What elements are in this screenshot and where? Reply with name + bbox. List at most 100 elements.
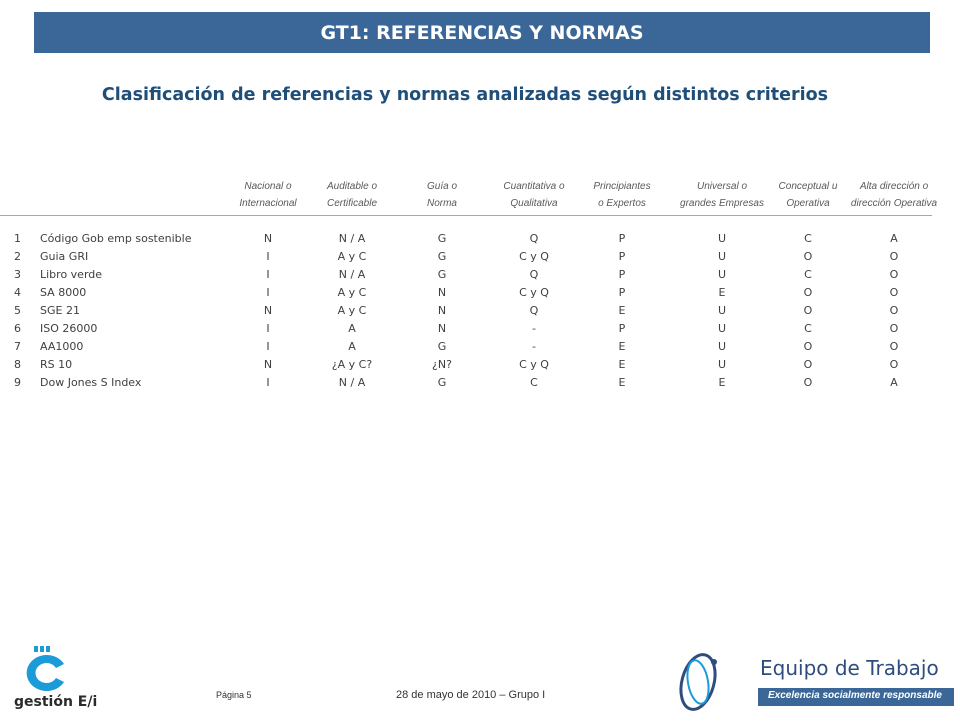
table-cell: U — [717, 340, 727, 353]
row-number: 4 — [14, 286, 21, 299]
column-header-line: Conceptual u — [778, 181, 838, 192]
row-name: AA1000 — [40, 340, 84, 353]
table-cell: N / A — [338, 232, 366, 245]
column-header: Principiantes o Expertos — [574, 178, 670, 212]
column-header-line: Norma — [426, 198, 457, 209]
column-header-line: Guía o — [426, 181, 458, 192]
table-cell: ¿A y C? — [331, 358, 373, 371]
table-cell: E — [618, 376, 626, 389]
table-cell: U — [717, 250, 727, 263]
column-header: Auditable o Certificable — [304, 178, 400, 212]
table-cell: N — [437, 304, 447, 317]
table-cell: - — [532, 340, 536, 353]
table-cell: ¿N? — [432, 358, 452, 371]
column-header: Cuantitativa o Qualitativa — [486, 178, 582, 212]
row-name: Código Gob emp sostenible — [40, 232, 192, 245]
page-title: GT1: REFERENCIAS Y NORMAS — [320, 21, 644, 44]
table-cell: O — [889, 304, 899, 317]
table-cell: E — [718, 286, 726, 299]
table-cell: G — [437, 232, 447, 245]
column-header-line: Principiantes — [593, 181, 651, 192]
table-cell: C — [804, 268, 812, 281]
table-cell: E — [618, 304, 626, 317]
row-number: 5 — [14, 304, 21, 317]
table-row: 1 Código Gob emp sostenible N N / A G Q P U C A — [10, 230, 942, 248]
table-cell: N — [263, 304, 273, 317]
table-cell: U — [717, 358, 727, 371]
table-cell: N / A — [338, 268, 366, 281]
equipo-swirl-icon — [679, 653, 717, 711]
table-cell: N — [263, 232, 273, 245]
table-row: 8 RS 10 N ¿A y C? ¿N? C y Q E U O O — [10, 356, 942, 374]
table-cell: Q — [529, 232, 539, 245]
column-header-line: grandes Empresas — [680, 198, 764, 209]
table-cell: I — [266, 268, 270, 281]
row-name: ISO 26000 — [40, 322, 98, 335]
table-cell: A y C — [337, 286, 367, 299]
column-header: Conceptual u Operativa — [760, 178, 856, 212]
row-number: 2 — [14, 250, 21, 263]
table-cell: U — [717, 322, 727, 335]
table-cell: O — [803, 250, 813, 263]
table-cell: A — [890, 376, 898, 389]
table-cell: I — [266, 286, 270, 299]
gestion-logo: gestión E/i — [14, 646, 134, 716]
table-cell: A y C — [337, 250, 367, 263]
table-cell: A — [890, 232, 898, 245]
table-cell: P — [618, 232, 626, 245]
column-header-line: Nacional o — [244, 181, 292, 192]
column-header-line: Alta dirección o — [859, 181, 929, 192]
table-cell: O — [889, 340, 899, 353]
table-cell: I — [266, 376, 270, 389]
table-cell: U — [717, 304, 727, 317]
table-cell: C y Q — [519, 358, 549, 371]
table-cell: N — [437, 322, 447, 335]
table-cell: U — [717, 232, 727, 245]
column-header-line: o Expertos — [598, 198, 646, 209]
table-row: 9 Dow Jones S Index I N / A G C E E O A — [10, 374, 942, 392]
gestion-logo-text: gestión E/i — [14, 694, 98, 710]
column-header-line: Internacional — [239, 198, 297, 209]
table-cell: A — [348, 322, 356, 335]
table-cell: E — [618, 358, 626, 371]
row-name: SA 8000 — [40, 286, 87, 299]
table-cell: P — [618, 286, 626, 299]
table-cell: O — [889, 286, 899, 299]
table-header: Nacional o Internacional Auditable o Certif… — [10, 178, 942, 212]
table-cell: O — [889, 358, 899, 371]
table-row: 5 SGE 21 N A y C N Q E U O O — [10, 302, 942, 320]
table-cell: C — [804, 322, 812, 335]
table-cell: Q — [529, 304, 539, 317]
footer-date: 28 de mayo de 2010 – Grupo I — [396, 689, 546, 701]
column-header-line: Universal o — [696, 181, 748, 192]
table-row: 7 AA1000 I A G - E U O O — [10, 338, 942, 356]
row-name: RS 10 — [40, 358, 73, 371]
row-number: 8 — [14, 358, 21, 371]
column-header: Universal o grandes Empresas — [674, 178, 770, 212]
criteria-table: Nacional o Internacional Auditable o Certif… — [10, 178, 942, 212]
table-row: 2 Guia GRI I A y C G C y Q P U O O — [10, 248, 942, 266]
table-cell: I — [266, 250, 270, 263]
table-cell: O — [803, 358, 813, 371]
row-name: SGE 21 — [40, 304, 80, 317]
row-name: Guia GRI — [40, 250, 89, 263]
table-cell: C — [530, 376, 538, 389]
table-cell: E — [718, 376, 726, 389]
table-cell: O — [803, 340, 813, 353]
table-cell: P — [618, 322, 626, 335]
table-cell: N — [263, 358, 273, 371]
subtitle: Clasificación de referencias y normas an… — [101, 85, 829, 105]
table-cell: - — [532, 322, 536, 335]
table-cell: G — [437, 250, 447, 263]
table-cell: C y Q — [519, 286, 549, 299]
table-row: 6 ISO 26000 I A N - P U C O — [10, 320, 942, 338]
table-cell: O — [889, 268, 899, 281]
column-header-line: dirección Operativa — [850, 198, 938, 209]
table-cell: O — [889, 250, 899, 263]
table-cell: C y Q — [519, 250, 549, 263]
table-cell: O — [803, 376, 813, 389]
table-cell: A y C — [337, 304, 367, 317]
column-header-line: Certificable — [326, 198, 378, 209]
column-header-line: Qualitativa — [510, 198, 558, 209]
table-cell: O — [803, 304, 813, 317]
